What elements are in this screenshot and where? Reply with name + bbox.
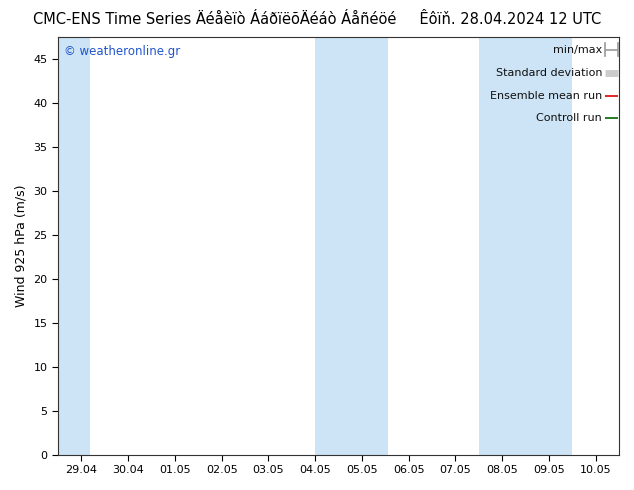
Text: min/max: min/max [553, 45, 602, 54]
Text: Standard deviation: Standard deviation [496, 68, 602, 77]
Text: Controll run: Controll run [536, 114, 602, 123]
Bar [58, 37, 90, 455]
Text: CMC-ENS Time Series Äéåèïò ÁáðïëõÄéáò Áåñéöé     Êôïň. 28.04.2024 12 UTC: CMC-ENS Time Series Äéåèïò ÁáðïëõÄéáò Áå… [33, 12, 601, 27]
Bar [479, 37, 573, 455]
Bar [315, 37, 387, 455]
Y-axis label: Wind 925 hPa (m/s): Wind 925 hPa (m/s) [15, 185, 28, 307]
Text: Ensemble mean run: Ensemble mean run [490, 91, 602, 100]
Text: © weatheronline.gr: © weatheronline.gr [63, 46, 180, 58]
